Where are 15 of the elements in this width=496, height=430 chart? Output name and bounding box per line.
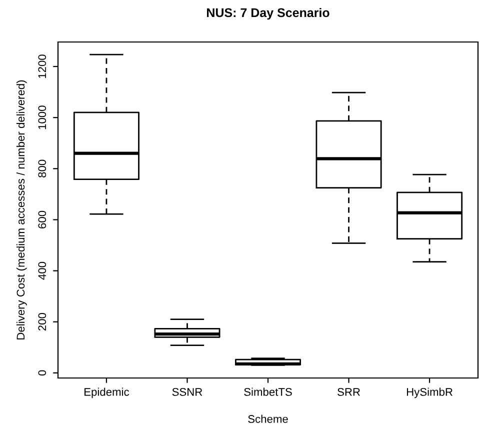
chart-title: NUS: 7 Day Scenario xyxy=(207,8,330,20)
x-tick-label: SRR xyxy=(338,388,360,396)
y-tick-label: 1000 xyxy=(38,106,46,130)
y-tick-label: 800 xyxy=(38,160,46,178)
x-axis-title: Scheme xyxy=(248,414,288,423)
x-tick-label: Epidemic xyxy=(84,388,130,398)
x-tick-label: HySimbR xyxy=(406,388,452,398)
x-tick-label: SSNR xyxy=(172,388,202,396)
y-tick-label: 0 xyxy=(38,370,46,376)
y-tick-label: 400 xyxy=(38,262,46,280)
y-tick-label: 200 xyxy=(38,312,46,331)
y-axis-title: Delivery Cost (medium accesses / number delivered) xyxy=(16,80,27,340)
x-tick-label: SimbetTS xyxy=(244,388,292,396)
y-tick-label: 600 xyxy=(38,210,46,228)
y-tick-label: 1200 xyxy=(38,54,46,78)
